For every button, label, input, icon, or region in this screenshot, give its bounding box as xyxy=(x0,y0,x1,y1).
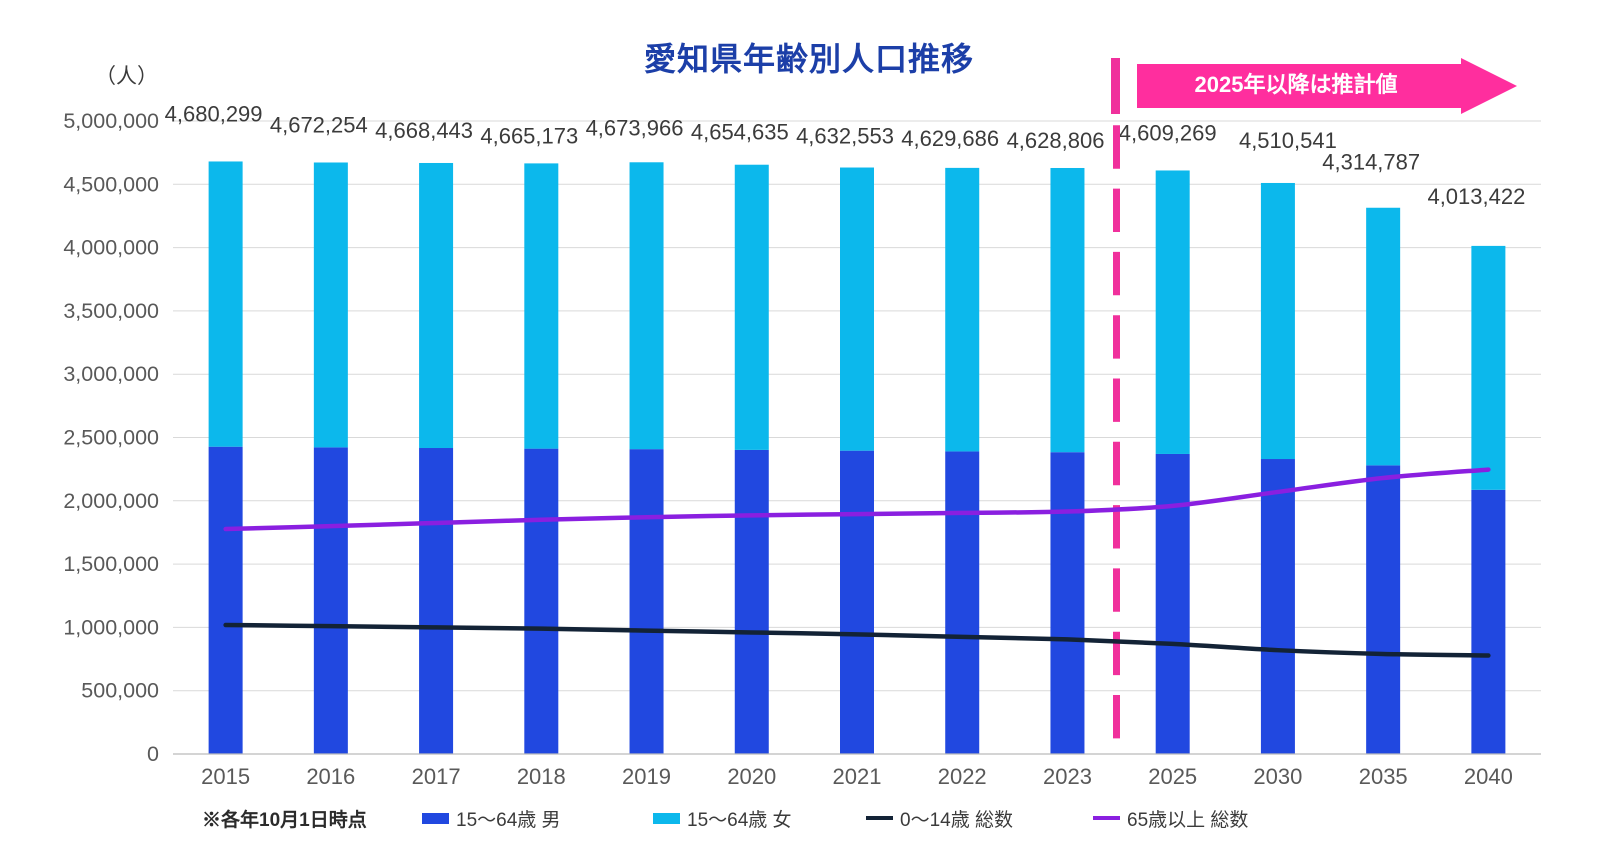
svg-text:4,500,000: 4,500,000 xyxy=(63,172,159,196)
svg-text:2,000,000: 2,000,000 xyxy=(63,489,159,513)
svg-text:3,500,000: 3,500,000 xyxy=(63,299,159,323)
svg-text:1,000,000: 1,000,000 xyxy=(63,615,159,639)
svg-text:4,314,787: 4,314,787 xyxy=(1322,150,1420,175)
svg-text:2021: 2021 xyxy=(833,764,882,789)
svg-text:2022: 2022 xyxy=(938,764,987,789)
svg-text:4,665,173: 4,665,173 xyxy=(480,123,578,148)
svg-text:4,672,254: 4,672,254 xyxy=(270,113,368,138)
svg-text:5,000,000: 5,000,000 xyxy=(63,109,159,133)
svg-text:1,500,000: 1,500,000 xyxy=(63,552,159,576)
svg-text:500,000: 500,000 xyxy=(81,679,159,703)
svg-text:4,609,269: 4,609,269 xyxy=(1119,121,1217,146)
svg-text:4,628,806: 4,628,806 xyxy=(1007,128,1105,153)
svg-text:4,654,635: 4,654,635 xyxy=(691,120,789,145)
svg-text:4,629,686: 4,629,686 xyxy=(901,126,999,151)
svg-text:2,500,000: 2,500,000 xyxy=(63,426,159,450)
svg-text:4,013,422: 4,013,422 xyxy=(1427,184,1525,209)
svg-text:0: 0 xyxy=(147,742,159,766)
svg-text:2025: 2025 xyxy=(1148,764,1197,789)
svg-text:2020: 2020 xyxy=(727,764,776,789)
svg-text:2018: 2018 xyxy=(517,764,566,789)
svg-text:3,000,000: 3,000,000 xyxy=(63,362,159,386)
svg-text:2016: 2016 xyxy=(306,764,355,789)
svg-text:4,668,443: 4,668,443 xyxy=(375,118,473,143)
svg-text:4,632,553: 4,632,553 xyxy=(796,124,894,149)
svg-text:4,000,000: 4,000,000 xyxy=(63,236,159,260)
svg-text:2017: 2017 xyxy=(412,764,461,789)
svg-text:4,680,299: 4,680,299 xyxy=(165,102,263,127)
svg-text:2035: 2035 xyxy=(1359,764,1408,789)
svg-text:2030: 2030 xyxy=(1253,764,1302,789)
svg-text:2040: 2040 xyxy=(1464,764,1513,789)
svg-text:2023: 2023 xyxy=(1043,764,1092,789)
svg-text:2015: 2015 xyxy=(201,764,250,789)
svg-text:4,673,966: 4,673,966 xyxy=(586,115,684,140)
svg-text:2019: 2019 xyxy=(622,764,671,789)
